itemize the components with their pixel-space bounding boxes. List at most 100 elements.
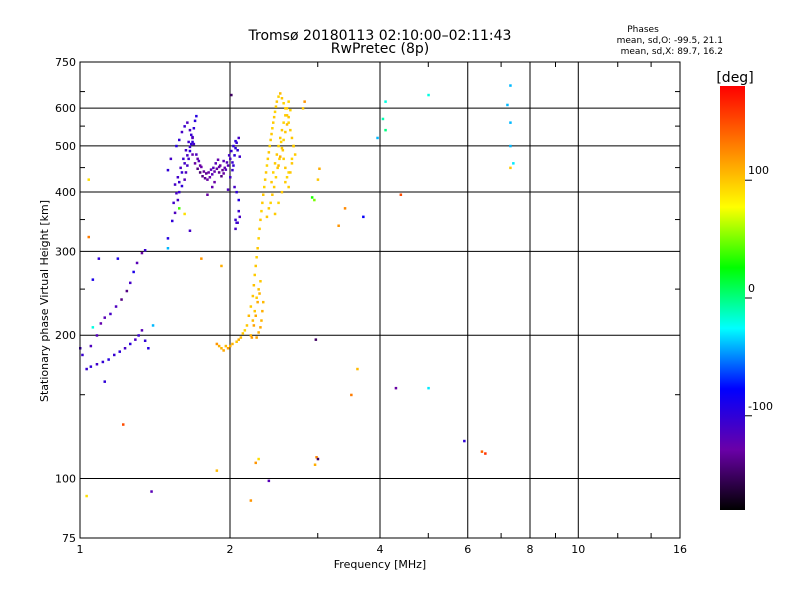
colorbar-tick-label: -100 xyxy=(748,400,773,413)
data-point xyxy=(212,166,215,170)
data-point xyxy=(196,157,199,161)
data-point xyxy=(263,185,266,189)
data-point xyxy=(254,461,257,465)
plot-frame xyxy=(79,61,681,539)
colorbar-tick-label: 0 xyxy=(748,282,755,295)
data-point xyxy=(277,95,280,98)
data-point xyxy=(183,125,186,128)
data-point xyxy=(101,360,105,364)
data-point xyxy=(175,192,178,195)
data-point xyxy=(184,149,188,152)
data-point xyxy=(238,215,241,219)
data-point xyxy=(509,166,512,170)
data-point xyxy=(87,178,90,181)
data-point xyxy=(166,247,170,250)
data-point xyxy=(213,170,216,173)
data-point xyxy=(484,452,487,455)
data-point xyxy=(268,144,271,148)
data-point xyxy=(195,153,198,156)
data-point xyxy=(202,170,206,173)
data-point xyxy=(211,173,214,176)
data-point xyxy=(257,237,260,240)
data-point xyxy=(284,180,287,184)
data-point xyxy=(255,256,258,259)
data-point xyxy=(120,298,123,301)
data-point xyxy=(279,155,282,158)
data-point xyxy=(343,207,347,210)
data-point xyxy=(287,171,290,174)
data-point xyxy=(190,142,193,146)
data-point xyxy=(239,336,243,339)
x-tick-label: 1 xyxy=(77,543,84,556)
data-point xyxy=(227,154,231,157)
chart-title: Tromsø 20180113 02:10:00–02:11:43 xyxy=(248,28,512,44)
data-point xyxy=(261,201,264,205)
data-point xyxy=(253,309,256,313)
data-point xyxy=(95,334,99,337)
data-point xyxy=(266,157,270,161)
data-point xyxy=(270,132,273,136)
data-point xyxy=(222,159,225,163)
data-point xyxy=(279,136,282,140)
data-point xyxy=(258,292,261,295)
data-point xyxy=(255,336,258,339)
data-point xyxy=(381,117,385,121)
data-point xyxy=(188,149,192,153)
data-point xyxy=(259,326,262,329)
data-point xyxy=(318,167,321,170)
x-tick-label: 2 xyxy=(227,543,234,556)
data-point xyxy=(285,107,289,110)
data-point xyxy=(87,235,90,239)
data-point xyxy=(166,237,170,240)
data-point xyxy=(277,144,280,148)
data-point xyxy=(277,201,280,205)
data-point xyxy=(284,130,287,134)
data-point xyxy=(183,178,186,181)
data-point xyxy=(251,294,255,298)
x-tick-label: 10 xyxy=(571,543,585,556)
data-point xyxy=(192,127,196,130)
data-point xyxy=(241,332,245,335)
y-tick-label: 100 xyxy=(55,473,76,486)
data-point xyxy=(176,198,180,202)
data-point xyxy=(186,154,189,157)
data-point xyxy=(208,176,212,179)
data-point xyxy=(236,149,239,152)
data-point xyxy=(512,162,515,165)
data-point xyxy=(206,193,209,196)
data-point xyxy=(509,144,512,148)
data-point xyxy=(175,144,178,148)
data-point xyxy=(224,168,228,171)
data-point xyxy=(99,322,103,325)
data-point xyxy=(187,140,190,144)
data-point xyxy=(267,151,271,154)
data-point xyxy=(215,469,219,472)
data-point xyxy=(186,164,189,167)
data-point xyxy=(183,162,186,165)
data-point xyxy=(257,288,260,291)
data-point xyxy=(256,247,259,250)
data-point xyxy=(280,146,284,150)
data-point xyxy=(229,157,232,161)
data-point xyxy=(255,296,258,299)
data-point xyxy=(279,92,282,95)
data-point xyxy=(109,312,112,316)
data-point xyxy=(178,180,181,184)
data-point xyxy=(253,273,256,277)
data-point xyxy=(220,347,223,350)
data-point xyxy=(279,140,283,144)
data-point xyxy=(151,324,155,327)
colorbar-label: [deg] xyxy=(716,70,753,86)
data-point xyxy=(509,121,512,124)
data-point xyxy=(272,185,276,189)
data-point xyxy=(261,309,264,313)
data-point xyxy=(220,264,223,268)
data-point xyxy=(235,141,238,144)
legend-line-x: mean, sd,X: 89.7, 16.2 xyxy=(621,47,723,57)
data-point xyxy=(480,450,484,453)
data-point xyxy=(195,114,198,118)
data-point xyxy=(137,334,140,337)
grid-lines xyxy=(80,62,680,538)
data-point xyxy=(249,305,253,308)
